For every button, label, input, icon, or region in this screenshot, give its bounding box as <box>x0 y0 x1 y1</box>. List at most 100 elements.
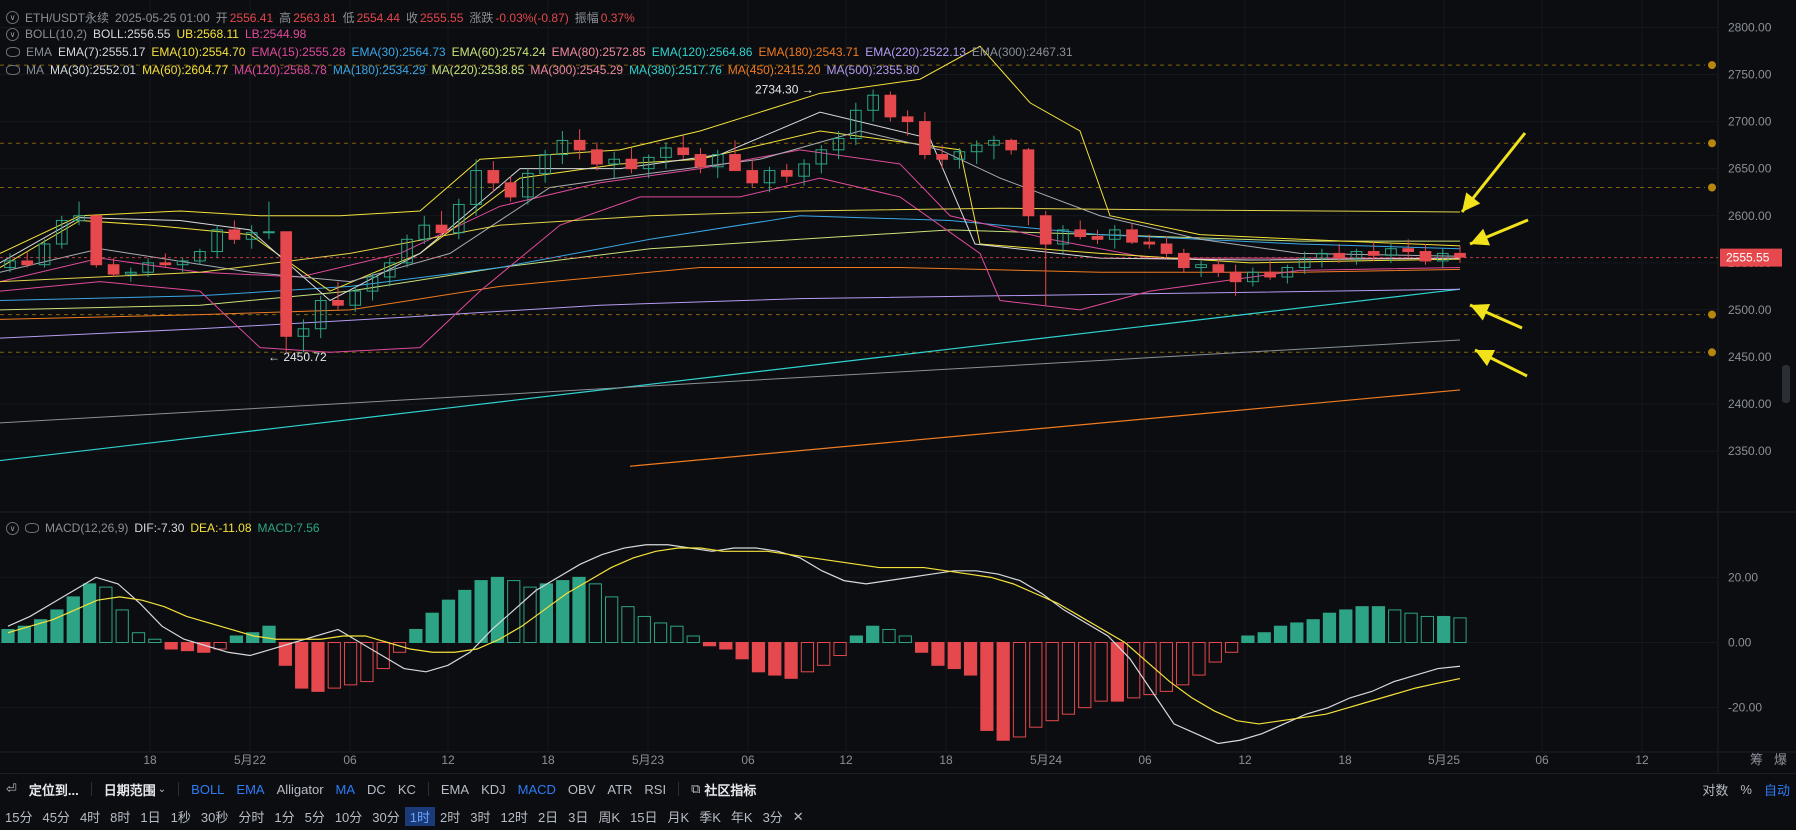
macd-bar <box>1453 617 1467 644</box>
timeframe-15日[interactable]: 15日 <box>630 810 658 825</box>
community-indicators-button[interactable]: 社区指标 <box>704 782 757 798</box>
timeframe-10分[interactable]: 10分 <box>334 810 363 825</box>
macd-bar <box>1 628 15 644</box>
ma60-line <box>0 207 1461 283</box>
time-tick-label: 18 <box>1338 753 1352 767</box>
candle-body <box>1454 252 1466 258</box>
eye-icon[interactable] <box>6 65 20 75</box>
close-value: 2555.55 <box>420 10 464 25</box>
change-value: -0.03%(-0.87) <box>495 10 569 25</box>
price-chart[interactable]: 2800.002750.002700.002650.002600.002550.… <box>0 0 1796 785</box>
timeframe-30分[interactable]: 30分 <box>372 810 400 825</box>
candle-body <box>55 219 68 245</box>
timeframe-15分[interactable]: 15分 <box>5 810 33 825</box>
candle-body <box>1298 257 1311 269</box>
timeframe-4时[interactable]: 4时 <box>79 810 101 825</box>
timeframe-45分[interactable]: 45分 <box>42 810 70 825</box>
time-tick-label: 06 <box>741 753 755 767</box>
community-icon[interactable]: ⧉ <box>691 781 701 796</box>
ma380-line <box>0 288 1461 462</box>
macd-bar <box>653 622 668 643</box>
sub-rsi-button[interactable]: RSI <box>644 781 667 797</box>
timeframe-周K[interactable]: 周K <box>598 810 621 825</box>
close-icon[interactable]: ✕ <box>792 808 804 824</box>
ema300-line <box>0 339 1461 424</box>
locate-icon[interactable]: ⏎ <box>6 781 17 796</box>
main-kc-button[interactable]: KC <box>397 781 416 797</box>
boll-name[interactable]: BOLL(10,2) <box>25 27 88 41</box>
candle-body <box>849 109 862 140</box>
ema-item: EMA(80):2572.85 <box>551 45 646 59</box>
timeframe-季K[interactable]: 季K <box>699 810 721 825</box>
timeframe-年K[interactable]: 年K <box>730 810 753 825</box>
collapse-icon[interactable]: ∨ <box>6 27 19 41</box>
sub-ema-button[interactable]: EMA <box>440 781 470 797</box>
macd-bar <box>1029 642 1043 728</box>
ma-item: MA(380):2517.76 <box>629 63 722 77</box>
timeframe-bar: 15分 45分 4时 8时 1日 1秒 30秒 分时 1分 5分 10分 30分 1时 2时 3时 12时 2日… <box>0 803 1796 830</box>
macd-bar <box>915 642 929 653</box>
timeframe-1秒[interactable]: 1秒 <box>170 810 191 825</box>
macd-bar <box>1159 642 1173 692</box>
timeframe-分时[interactable]: 分时 <box>238 810 265 825</box>
timeframe-1时[interactable]: 1时 <box>404 807 435 826</box>
timeframe-30秒[interactable]: 30秒 <box>200 810 229 825</box>
candle-body <box>1039 215 1052 245</box>
open-value: 2556.41 <box>229 10 274 25</box>
ema-name[interactable]: EMA <box>26 45 53 59</box>
timeframe-12时[interactable]: 12时 <box>500 810 528 825</box>
candle-body <box>988 139 1000 146</box>
auto-scale-button[interactable]: 自动 <box>1763 782 1790 798</box>
candle-body <box>642 156 655 170</box>
eye-icon[interactable] <box>25 523 39 533</box>
scrollbar-handle[interactable] <box>1782 365 1790 403</box>
sub-kdj-button[interactable]: KDJ <box>481 781 506 797</box>
boll-ub-line <box>0 45 1461 254</box>
macd-bar <box>376 642 390 670</box>
ohlc-header: ∨ ETH/USDT永续 2025-05-25 01:00 开 2556.41 高… <box>6 9 635 26</box>
percent-scale-button[interactable]: % <box>1740 781 1752 797</box>
main-dc-button[interactable]: DC <box>367 781 386 797</box>
ema220-line <box>0 288 1461 339</box>
candle-body <box>711 154 724 168</box>
timeframe-1分[interactable]: 1分 <box>274 810 295 825</box>
timeframe-3日[interactable]: 3日 <box>568 810 589 825</box>
macd-name[interactable]: MACD(12,26,9) <box>45 521 129 535</box>
datetime: 2025-05-25 01:00 <box>115 10 210 25</box>
macd-bar <box>180 642 195 652</box>
arrow-icon <box>1462 192 1481 212</box>
main-ema-button[interactable]: EMA <box>236 781 265 797</box>
level-dot <box>1708 183 1716 192</box>
collapse-icon[interactable]: ∨ <box>6 521 19 535</box>
eye-icon[interactable] <box>6 47 20 57</box>
macd-bar <box>947 642 961 670</box>
timeframe-8时[interactable]: 8时 <box>110 810 131 825</box>
main-boll-button[interactable]: BOLL <box>191 781 225 797</box>
timeframe-5分[interactable]: 5分 <box>304 810 325 825</box>
candle-body <box>694 154 707 168</box>
timeframe-2日[interactable]: 2日 <box>537 810 559 825</box>
collapse-icon[interactable]: ∨ <box>6 11 19 24</box>
ma-name[interactable]: MA <box>26 63 44 77</box>
sub-macd-button[interactable]: MACD <box>517 781 556 797</box>
timeframe-2时[interactable]: 2时 <box>440 810 461 825</box>
candle-body <box>539 154 551 174</box>
main-alligator-button[interactable]: Alligator <box>276 781 324 797</box>
macd-bar <box>784 642 798 679</box>
macd-bar <box>1224 642 1239 653</box>
macd-bar <box>556 580 570 644</box>
macd-bar <box>719 642 733 650</box>
timeframe-月K[interactable]: 月K <box>667 810 690 825</box>
timeframe-1日[interactable]: 1日 <box>140 810 161 825</box>
main-ma-button[interactable]: MA <box>335 781 356 797</box>
timeframe-3分[interactable]: 3分 <box>762 810 783 825</box>
sub-atr-button[interactable]: ATR <box>607 781 633 797</box>
timeframe-3时[interactable]: 3时 <box>470 810 491 825</box>
log-scale-button[interactable]: 对数 <box>1702 782 1729 798</box>
date-range-button[interactable]: 日期范围 <box>103 782 156 798</box>
time-tick-label: 12 <box>1238 753 1252 767</box>
level-dot <box>1708 139 1716 148</box>
chevron-down-icon[interactable]: ⌄ <box>157 783 167 795</box>
locate-button[interactable]: 定位到... <box>28 782 79 798</box>
sub-obv-button[interactable]: OBV <box>567 781 596 797</box>
